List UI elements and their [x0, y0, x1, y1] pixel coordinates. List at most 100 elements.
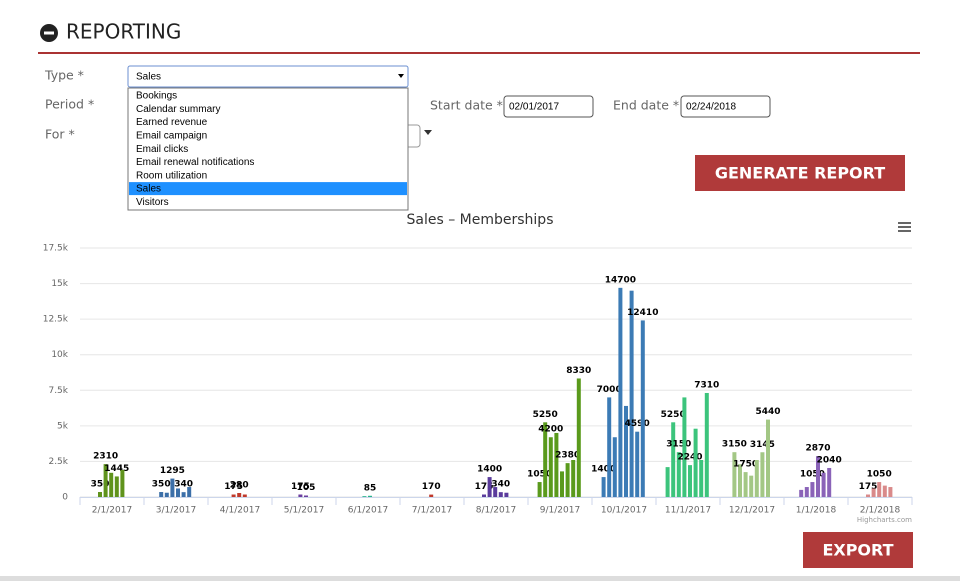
bar [749, 475, 754, 497]
menu-bar [898, 230, 911, 232]
data-label: 5250 [533, 410, 558, 420]
data-label: 340 [491, 480, 510, 490]
x-tick-label: 2/1/2018 [860, 506, 901, 516]
bar [699, 460, 704, 497]
type-select[interactable] [127, 65, 409, 88]
data-label: 2310 [93, 452, 118, 462]
data-label: 1295 [160, 466, 185, 476]
data-label: 5250 [661, 410, 686, 420]
start-date-input[interactable] [503, 95, 594, 118]
bar [560, 471, 564, 497]
bar [629, 290, 634, 497]
x-tick-label: 10/1/2017 [601, 506, 647, 516]
data-label: 2040 [817, 455, 842, 465]
data-label: 1400 [477, 465, 502, 475]
data-label: 280 [230, 481, 249, 491]
dropdown-option: Room utilization [136, 170, 207, 181]
generate-button[interactable] [695, 155, 905, 191]
bar [362, 496, 367, 497]
data-label: 175 [859, 482, 878, 492]
y-tick-label: 10k [51, 350, 68, 360]
x-tick-label: 8/1/2017 [476, 506, 516, 516]
x-tick-label: 3/1/2017 [156, 506, 196, 516]
x-tick-label: 7/1/2017 [412, 506, 452, 516]
bar [493, 487, 498, 497]
bar [571, 460, 576, 497]
bar [120, 469, 125, 497]
y-tick-label: 7.5k [48, 386, 68, 396]
data-label: 105 [297, 483, 316, 493]
data-label: 3145 [750, 440, 775, 450]
bar [682, 397, 687, 497]
for-arrow [424, 130, 432, 135]
data-label: 170 [422, 482, 441, 492]
dropdown-option: Earned revenue [136, 117, 208, 128]
data-label: 7000 [597, 385, 622, 395]
data-label: 350 [152, 480, 171, 490]
data-label: 3150 [722, 440, 747, 450]
bar [601, 477, 606, 497]
bar [799, 489, 804, 497]
bar [877, 482, 882, 497]
data-label: 175 [224, 482, 243, 492]
data-label: 175 [291, 482, 310, 492]
y-tick-label: 0 [62, 493, 68, 503]
bar [888, 487, 893, 497]
data-label: 3150 [666, 440, 691, 450]
y-tick-label: 5k [57, 421, 69, 431]
data-label: 7310 [694, 380, 719, 390]
chart-title: Sales – Memberships [407, 212, 554, 228]
bar [504, 492, 509, 497]
dropdown-option: Email campaign [136, 131, 207, 142]
bar [866, 494, 870, 497]
bar [754, 460, 759, 497]
bar [565, 463, 570, 497]
bar [537, 482, 542, 497]
generate-button-label: GENERATE REPORT [715, 164, 885, 183]
bar [665, 467, 670, 497]
data-label: 1400 [591, 465, 616, 475]
dropdown-option: Email renewal notifications [136, 157, 254, 168]
bar [482, 494, 486, 497]
data-label: 1050 [800, 470, 825, 480]
bar [635, 431, 640, 497]
bottom-strip [0, 576, 960, 581]
end-date-label: End date * [613, 98, 679, 113]
bar [98, 492, 102, 497]
bar [109, 472, 114, 497]
bar [624, 405, 628, 497]
chart-menu[interactable] [898, 222, 911, 232]
bar [738, 464, 742, 497]
bar [103, 464, 108, 497]
type-select-value: Sales [136, 72, 161, 83]
bar [498, 492, 503, 497]
export-button-label: EXPORT [822, 541, 893, 560]
start-date-label: Start date * [430, 98, 503, 113]
y-tick-label: 15k [51, 279, 68, 289]
data-label: 2870 [805, 444, 830, 454]
dropdown-option: Visitors [136, 197, 169, 208]
bar [688, 465, 692, 497]
dropdown-option: Bookings [136, 91, 177, 102]
dropdown-option: Calendar summary [136, 104, 220, 115]
chart: 0 2.5k 5k 7.5k 10k 12.5k 15k 17.5k 2/1/2017 350 23… [43, 244, 913, 516]
end-date-value: 02/24/2018 [686, 102, 736, 113]
data-label: 8330 [566, 366, 591, 376]
bar [704, 392, 709, 497]
for-label: For * [45, 127, 75, 142]
x-tick-label: 1/1/2018 [796, 506, 837, 516]
bar [766, 419, 770, 497]
end-date-input[interactable] [680, 95, 771, 118]
bar [612, 437, 617, 497]
export-button[interactable] [803, 532, 913, 568]
bar [618, 287, 623, 497]
bar [181, 492, 186, 497]
period-label: Period * [45, 97, 94, 112]
y-tick-label: 12.5k [43, 315, 69, 325]
y-tick-label: 17.5k [43, 244, 69, 254]
bar [187, 487, 192, 497]
bar [827, 467, 832, 497]
bar [816, 456, 820, 497]
data-label: 85 [364, 483, 377, 493]
